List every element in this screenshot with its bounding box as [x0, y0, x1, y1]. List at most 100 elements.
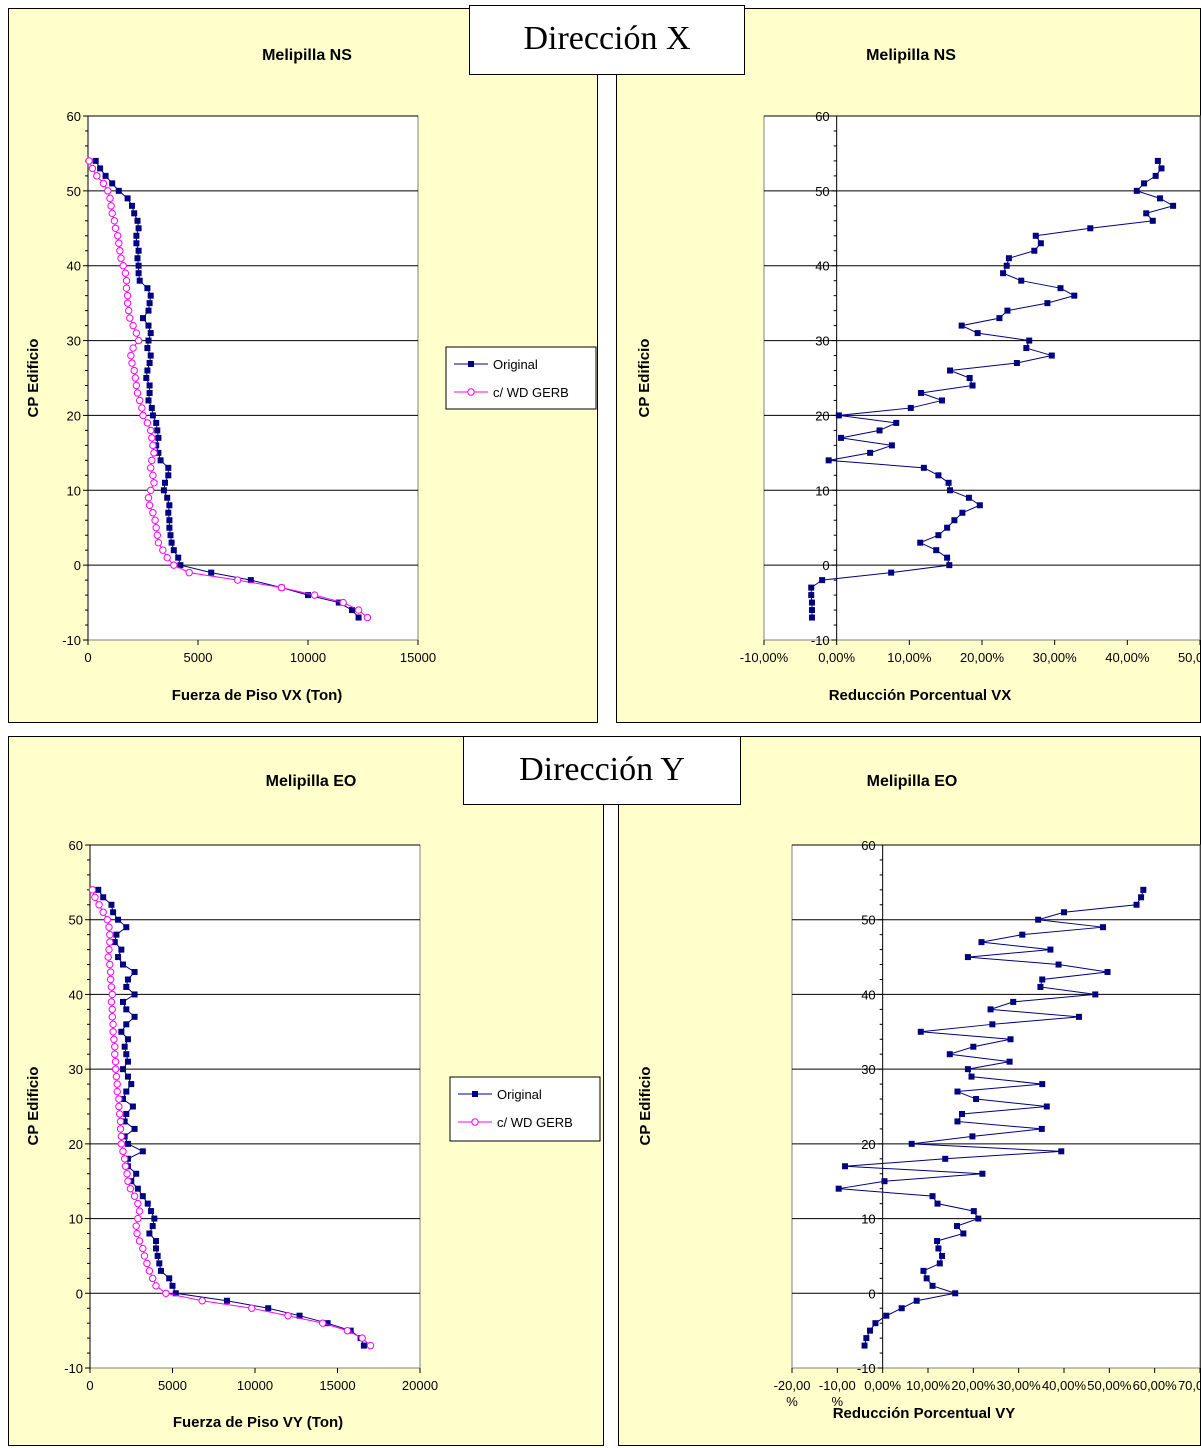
legend-marker	[472, 1091, 478, 1097]
data-point	[169, 1282, 176, 1289]
data-point	[143, 1259, 151, 1268]
data-point	[969, 1133, 976, 1140]
y-tick-label: 50	[67, 184, 81, 199]
data-point	[145, 322, 152, 329]
data-point	[1026, 337, 1033, 344]
data-point	[155, 434, 162, 441]
y-tick-label: 60	[67, 109, 81, 124]
data-point	[123, 1006, 130, 1013]
data-point	[149, 509, 157, 517]
data-point	[133, 1170, 140, 1177]
data-point	[951, 517, 958, 524]
x-tick-label: 50,00%	[1087, 1378, 1132, 1393]
data-point	[149, 1274, 157, 1283]
data-point	[115, 239, 123, 247]
data-point	[136, 277, 143, 284]
data-point	[128, 1081, 135, 1088]
data-point	[122, 276, 131, 285]
data-point	[123, 299, 132, 307]
data-point	[129, 344, 137, 352]
data-point	[954, 1223, 961, 1230]
data-point	[318, 1319, 327, 1327]
data-point	[109, 1028, 117, 1036]
data-point	[135, 1207, 144, 1215]
data-point	[835, 1185, 842, 1192]
data-point	[358, 1334, 366, 1342]
data-point	[118, 1028, 125, 1035]
data-point	[133, 232, 140, 239]
data-point	[157, 457, 164, 464]
data-point	[145, 337, 152, 344]
data-point	[124, 1073, 131, 1080]
data-point	[1158, 165, 1165, 172]
data-point	[132, 329, 141, 337]
data-point	[133, 389, 142, 397]
data-point	[284, 1312, 292, 1320]
data-point	[168, 539, 175, 546]
data-point	[139, 411, 147, 420]
y-tick-label: 30	[67, 334, 81, 349]
data-point	[1138, 894, 1145, 901]
data-point	[1039, 976, 1046, 983]
data-point	[154, 1252, 161, 1259]
data-point	[1039, 1081, 1046, 1088]
data-point	[122, 284, 131, 292]
data-point	[146, 389, 153, 396]
plot-area	[87, 115, 419, 641]
data-point	[111, 1065, 120, 1073]
data-point	[954, 1088, 961, 1095]
data-point	[165, 464, 172, 471]
data-point	[150, 479, 158, 487]
data-point	[898, 1305, 905, 1312]
y-axis-label: CP Edificio	[25, 1067, 42, 1146]
data-point	[106, 930, 114, 939]
chart-title: Melipilla EO	[867, 773, 958, 790]
data-point	[1048, 352, 1055, 359]
data-point	[1061, 909, 1067, 916]
data-point	[1019, 931, 1026, 938]
data-point	[861, 1342, 868, 1349]
y-tick-label: 0	[76, 1286, 83, 1301]
data-point	[139, 1244, 147, 1253]
x-tick-label: 10,00%	[887, 650, 932, 665]
data-point	[979, 1170, 986, 1177]
y-tick-label: 30	[69, 1062, 83, 1077]
data-point	[939, 1252, 946, 1259]
data-point	[164, 494, 171, 501]
data-point	[349, 607, 355, 614]
y-tick-label: 10	[861, 1212, 875, 1227]
y-tick-label: 50	[861, 913, 875, 928]
data-point	[102, 172, 109, 179]
data-point	[109, 180, 116, 187]
y-tick-label: 20	[815, 408, 829, 423]
data-point	[1057, 285, 1064, 292]
data-point	[335, 599, 342, 606]
data-point	[1133, 187, 1140, 194]
data-point	[946, 562, 953, 569]
data-point	[185, 568, 193, 577]
data-point	[97, 165, 104, 172]
data-point	[1018, 277, 1025, 284]
data-point	[917, 389, 924, 396]
data-point	[958, 322, 965, 329]
data-point	[106, 968, 115, 976]
data-point	[117, 1140, 126, 1148]
data-point	[165, 509, 172, 516]
data-point	[120, 1066, 126, 1073]
data-point	[1005, 255, 1012, 262]
data-point	[148, 434, 156, 442]
data-point	[147, 464, 155, 472]
data-point	[113, 1087, 121, 1096]
data-point	[166, 1275, 173, 1282]
data-point	[863, 1335, 870, 1342]
data-point	[123, 291, 132, 300]
data-point	[154, 427, 161, 434]
data-point	[129, 321, 137, 330]
data-point	[115, 1102, 123, 1111]
data-point	[248, 1304, 256, 1312]
x-tick-label: 50,00%	[1178, 650, 1201, 665]
data-point	[116, 1117, 125, 1126]
data-point	[120, 1155, 129, 1163]
data-point	[917, 1028, 924, 1035]
chart-title: Melipilla NS	[866, 47, 956, 64]
